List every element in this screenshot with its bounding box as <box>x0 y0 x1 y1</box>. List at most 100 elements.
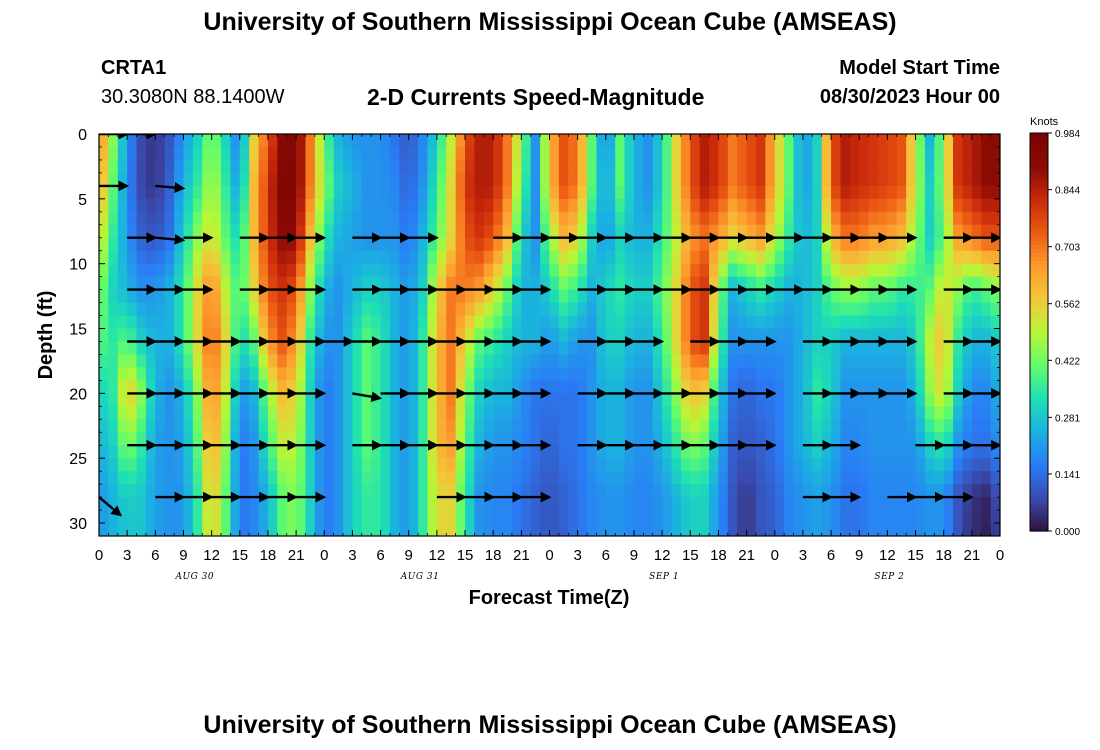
heatmap-cell <box>183 367 194 381</box>
heatmap-cell <box>221 341 231 356</box>
heatmap-cell <box>699 393 710 407</box>
heatmap-cell <box>615 458 626 472</box>
heatmap-cell <box>990 367 1000 381</box>
heatmap-cell <box>962 134 973 148</box>
heatmap-cell <box>502 380 513 394</box>
heatmap-cell <box>117 497 128 511</box>
heatmap-cell <box>971 146 982 161</box>
heatmap-cell <box>558 224 569 239</box>
heatmap-cell <box>981 211 992 226</box>
heatmap-cell <box>540 484 551 498</box>
heatmap-cell <box>483 146 494 161</box>
heatmap-cell <box>615 497 626 511</box>
heatmap-cell <box>493 263 504 278</box>
heatmap-cell <box>202 224 213 239</box>
heatmap-cell <box>887 484 898 498</box>
heatmap-cell <box>877 289 888 304</box>
heatmap-cell <box>164 237 175 252</box>
heatmap-cell <box>671 185 682 200</box>
heatmap-cell <box>380 393 391 407</box>
heatmap-cell <box>840 471 851 485</box>
heatmap-cell <box>671 289 682 304</box>
heatmap-cell <box>117 302 128 317</box>
heatmap-cell <box>174 458 185 472</box>
heatmap-cell <box>530 211 541 226</box>
heatmap-cell <box>408 523 419 536</box>
heatmap-cell <box>924 471 935 485</box>
heatmap-cell <box>812 328 823 343</box>
heatmap-cell <box>596 263 607 278</box>
heatmap-cell <box>633 484 644 498</box>
heatmap-cell <box>418 146 429 161</box>
heatmap-cell <box>906 159 917 174</box>
heatmap-cell <box>906 510 917 524</box>
heatmap-cell <box>915 185 926 200</box>
heatmap-cell <box>568 263 579 278</box>
heatmap-cell <box>427 484 438 498</box>
heatmap-cell <box>831 315 842 330</box>
heatmap-cell <box>615 211 626 226</box>
heatmap-cell <box>324 315 335 330</box>
heatmap-cell <box>699 510 710 524</box>
colorbar-segment <box>1030 383 1048 389</box>
heatmap-cell <box>671 471 682 485</box>
heatmap-cell <box>511 367 522 381</box>
heatmap-cell <box>418 380 429 394</box>
heatmap-cell <box>727 484 738 498</box>
heatmap-cell <box>924 510 935 524</box>
heatmap-cell <box>727 302 738 317</box>
heatmap-cell <box>455 198 466 213</box>
heatmap-cell <box>877 211 888 226</box>
heatmap-cell <box>587 250 598 265</box>
heatmap-cell <box>774 354 785 369</box>
heatmap-cell <box>258 341 269 356</box>
heatmap-cell <box>605 315 616 330</box>
heatmap-cell <box>249 341 260 356</box>
heatmap-cell <box>127 289 138 304</box>
heatmap-cell <box>530 250 541 265</box>
heatmap-cell <box>840 354 851 369</box>
heatmap-cell <box>333 172 344 187</box>
heatmap-cell <box>577 328 588 343</box>
heatmap-cell <box>877 458 888 472</box>
heatmap-cell <box>624 406 635 420</box>
heatmap-cell <box>690 250 701 265</box>
heatmap-cell <box>455 302 466 317</box>
heatmap-cell <box>896 315 907 330</box>
heatmap-cell <box>849 354 860 369</box>
heatmap-cell <box>418 315 429 330</box>
heatmap-cell <box>286 328 297 343</box>
heatmap-cell <box>896 302 907 317</box>
heatmap-cell <box>174 510 185 524</box>
heatmap-cell <box>540 224 551 239</box>
heatmap-cell <box>990 354 1000 369</box>
heatmap-cell <box>465 367 476 381</box>
heatmap-cell <box>709 445 720 459</box>
heatmap-cell <box>558 393 569 407</box>
heatmap-cell <box>343 211 354 226</box>
heatmap-cell <box>408 419 419 433</box>
heatmap-cell <box>502 484 513 498</box>
heatmap-cell <box>352 406 363 420</box>
heatmap-cell <box>877 471 888 485</box>
heatmap-cell <box>399 172 410 187</box>
heatmap-cell <box>183 146 194 161</box>
heatmap-cell <box>474 185 485 200</box>
heatmap-cell <box>774 250 785 265</box>
heatmap-cell <box>671 276 682 291</box>
heatmap-cell <box>633 471 644 485</box>
heatmap-cell <box>333 341 344 356</box>
heatmap-cell <box>249 315 260 330</box>
heatmap-cell <box>624 471 635 485</box>
heatmap-cell <box>896 328 907 343</box>
heatmap-cell <box>737 497 748 511</box>
heatmap-cell <box>211 445 222 459</box>
heatmap-cell <box>108 172 119 187</box>
heatmap-cell <box>765 484 776 498</box>
heatmap-cell <box>296 510 307 524</box>
heatmap-cell <box>192 263 203 278</box>
heatmap-cell <box>755 471 766 485</box>
heatmap-cell <box>906 497 917 511</box>
heatmap-cell <box>399 302 410 317</box>
heatmap-cell <box>155 419 166 433</box>
